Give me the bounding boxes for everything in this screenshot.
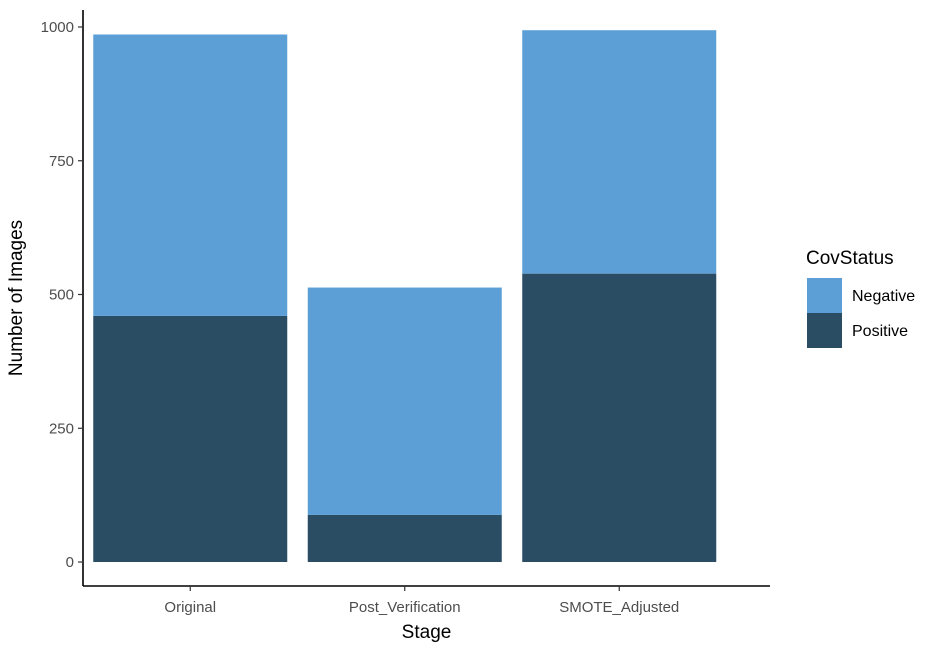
bar-smote-adjusted-negative [522, 30, 717, 274]
y-tick-label: 1000 [41, 19, 74, 36]
y-tick-label: 500 [49, 287, 74, 304]
bar-post-verification-negative [307, 287, 502, 515]
x-tick-label: Post_Verification [349, 599, 461, 616]
bar-smote-adjusted-positive [522, 273, 717, 562]
y-tick-label: 250 [49, 420, 74, 437]
bar-original-positive [93, 315, 288, 562]
y-tick-label: 0 [66, 554, 74, 571]
legend-key-positive [807, 313, 842, 348]
bars-layer [93, 30, 717, 562]
legend-key-negative [807, 278, 842, 313]
y-axis-ticks: 0 250 500 750 1000 [41, 19, 83, 571]
bar-original-negative [93, 34, 288, 316]
x-axis-ticks: Original Post_Verification SMOTE_Adjusted [164, 586, 679, 616]
x-axis-title: Stage [402, 622, 452, 643]
y-tick-label: 750 [49, 153, 74, 170]
legend-title: CovStatus [806, 248, 894, 269]
legend-label-positive: Positive [852, 323, 908, 340]
y-axis-title: Number of Images [6, 220, 27, 376]
x-tick-label: Original [164, 599, 216, 616]
x-tick-label: SMOTE_Adjusted [559, 599, 679, 616]
legend: CovStatus Negative Positive [806, 248, 915, 348]
bar-post-verification-positive [307, 514, 502, 562]
legend-label-negative: Negative [852, 288, 915, 305]
